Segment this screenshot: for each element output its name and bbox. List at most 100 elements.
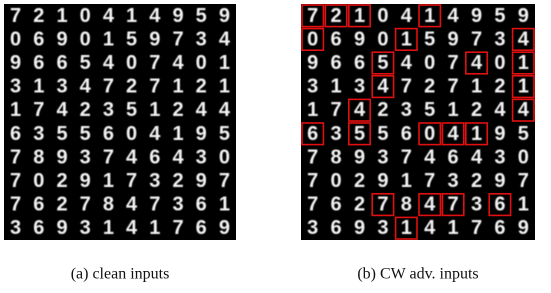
digit: 7 bbox=[10, 170, 21, 192]
digit: 0 bbox=[518, 146, 529, 168]
digit: 4 bbox=[149, 123, 161, 145]
digit: 6 bbox=[33, 194, 44, 216]
digit: 6 bbox=[307, 123, 318, 145]
digit: 3 bbox=[149, 170, 160, 192]
digit: 0 bbox=[10, 28, 21, 50]
digit: 1 bbox=[149, 99, 160, 121]
digit: 4 bbox=[448, 123, 460, 145]
digit: 7 bbox=[33, 99, 44, 121]
digit: 6 bbox=[56, 52, 67, 74]
digit: 0 bbox=[33, 170, 44, 192]
digit: 6 bbox=[149, 146, 160, 168]
digit: 7 bbox=[80, 194, 91, 216]
digit: 0 bbox=[424, 123, 435, 145]
digit: 2 bbox=[471, 99, 482, 121]
digit: 6 bbox=[10, 123, 21, 145]
digit: 1 bbox=[172, 123, 183, 145]
digit: 4 bbox=[126, 146, 138, 168]
digit: 6 bbox=[448, 146, 459, 168]
digit: 2 bbox=[354, 194, 365, 216]
digit: 4 bbox=[424, 194, 436, 216]
digit: 4 bbox=[401, 52, 413, 74]
digit: 9 bbox=[196, 170, 207, 192]
digit: 2 bbox=[56, 170, 67, 192]
digit: 9 bbox=[307, 52, 318, 74]
digit: 9 bbox=[149, 28, 160, 50]
digit: 7 bbox=[471, 217, 482, 239]
digit: 7 bbox=[401, 76, 412, 98]
digit: 4 bbox=[149, 5, 161, 27]
digit: 7 bbox=[448, 76, 459, 98]
digit: 5 bbox=[377, 123, 388, 145]
digit: 3 bbox=[172, 194, 183, 216]
digit: 4 bbox=[401, 5, 413, 27]
digit: 0 bbox=[331, 170, 342, 192]
digit: 3 bbox=[401, 99, 412, 121]
digit: 7 bbox=[149, 52, 160, 74]
digit: 1 bbox=[331, 76, 342, 98]
digit: 1 bbox=[401, 170, 412, 192]
digit: 8 bbox=[401, 194, 412, 216]
digit: 7 bbox=[424, 170, 435, 192]
digit: 3 bbox=[377, 217, 388, 239]
digit: 5 bbox=[424, 99, 435, 121]
digit: 3 bbox=[331, 123, 342, 145]
digit: 2 bbox=[172, 99, 183, 121]
digit: 3 bbox=[307, 76, 318, 98]
digit: 1 bbox=[33, 76, 44, 98]
digit: 9 bbox=[354, 217, 365, 239]
digit: 6 bbox=[33, 217, 44, 239]
digit: 9 bbox=[354, 28, 365, 50]
digit: 4 bbox=[377, 76, 389, 98]
digit: 1 bbox=[518, 52, 529, 74]
digit: 1 bbox=[219, 52, 230, 74]
digit: 9 bbox=[56, 28, 67, 50]
digit: 6 bbox=[494, 194, 505, 216]
digit: 2 bbox=[354, 170, 365, 192]
digit: 1 bbox=[401, 217, 412, 239]
digit: 6 bbox=[331, 28, 342, 50]
digit: 9 bbox=[471, 5, 482, 27]
digit: 5 bbox=[126, 28, 137, 50]
digit: 9 bbox=[354, 146, 365, 168]
digit: 5 bbox=[377, 52, 388, 74]
digit: 3 bbox=[494, 28, 505, 50]
digit: 9 bbox=[518, 217, 529, 239]
digit: 4 bbox=[518, 28, 530, 50]
digit: 7 bbox=[126, 170, 137, 192]
digit: 6 bbox=[196, 217, 207, 239]
digit: 1 bbox=[471, 76, 482, 98]
digit: 9 bbox=[56, 217, 67, 239]
digit: 5 bbox=[196, 5, 207, 27]
digit: 5 bbox=[80, 123, 91, 145]
digit: 1 bbox=[103, 170, 114, 192]
digit: 7 bbox=[401, 146, 412, 168]
digit: 1 bbox=[126, 5, 137, 27]
digit: 6 bbox=[494, 217, 505, 239]
digit: 1 bbox=[448, 217, 459, 239]
digit: 8 bbox=[331, 146, 342, 168]
digit: 9 bbox=[377, 170, 388, 192]
digit: 7 bbox=[149, 76, 160, 98]
digit: 7 bbox=[307, 170, 318, 192]
digit: 2 bbox=[377, 99, 388, 121]
figure: 7210414959069015973496654074013134727121… bbox=[0, 0, 551, 293]
digit: 0 bbox=[219, 146, 230, 168]
digit: 0 bbox=[424, 52, 435, 74]
digit: 7 bbox=[103, 146, 114, 168]
digit: 7 bbox=[448, 52, 459, 74]
digit: 7 bbox=[471, 28, 482, 50]
digit: 0 bbox=[80, 28, 91, 50]
digit: 0 bbox=[377, 5, 388, 27]
digit: 4 bbox=[354, 99, 366, 121]
caption: (a) clean inputs bbox=[71, 266, 170, 283]
digit: 9 bbox=[56, 146, 67, 168]
digit: 4 bbox=[172, 146, 184, 168]
digit: 3 bbox=[196, 28, 207, 50]
digit: 2 bbox=[471, 170, 482, 192]
digit: 2 bbox=[80, 99, 91, 121]
digit: 5 bbox=[518, 123, 529, 145]
digit: 1 bbox=[172, 76, 183, 98]
digit: 3 bbox=[80, 146, 91, 168]
digit: 7 bbox=[10, 5, 21, 27]
